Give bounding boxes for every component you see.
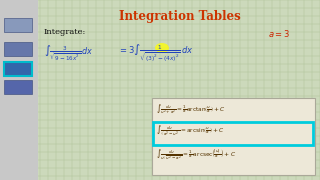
Text: $\int \frac{du}{u\sqrt{u^2-a^2}} = \frac{1}{a}\,\mathrm{arcsec}\!\left(\frac{|u|: $\int \frac{du}{u\sqrt{u^2-a^2}} = \frac… <box>156 148 236 163</box>
FancyBboxPatch shape <box>151 98 315 174</box>
Bar <box>4 80 32 94</box>
Text: $a = 3$: $a = 3$ <box>268 28 290 39</box>
Text: $= 3\int \frac{1}{\sqrt{(3)^2-(4x)^2}}\,dx$: $= 3\int \frac{1}{\sqrt{(3)^2-(4x)^2}}\,… <box>118 42 194 64</box>
Text: Integrate:: Integrate: <box>44 28 86 36</box>
Text: Integration Tables: Integration Tables <box>119 10 241 23</box>
Text: $\int \frac{3}{\sqrt{9-16x^2}}\,dx$: $\int \frac{3}{\sqrt{9-16x^2}}\,dx$ <box>44 44 93 63</box>
Bar <box>4 62 32 76</box>
Bar <box>0 0 38 180</box>
Text: $\int \frac{du}{u^2+a^2} = \frac{1}{a}\arctan\!\left(\frac{u}{a}\right)+C$: $\int \frac{du}{u^2+a^2} = \frac{1}{a}\a… <box>156 102 226 116</box>
Ellipse shape <box>155 43 169 53</box>
Bar <box>4 62 32 76</box>
Text: $\int \frac{du}{\sqrt{a^2-u^2}} = \arcsin\!\left(\frac{u}{a}\right)+C$: $\int \frac{du}{\sqrt{a^2-u^2}} = \arcsi… <box>156 124 224 139</box>
Bar <box>4 42 32 56</box>
Bar <box>4 18 32 32</box>
